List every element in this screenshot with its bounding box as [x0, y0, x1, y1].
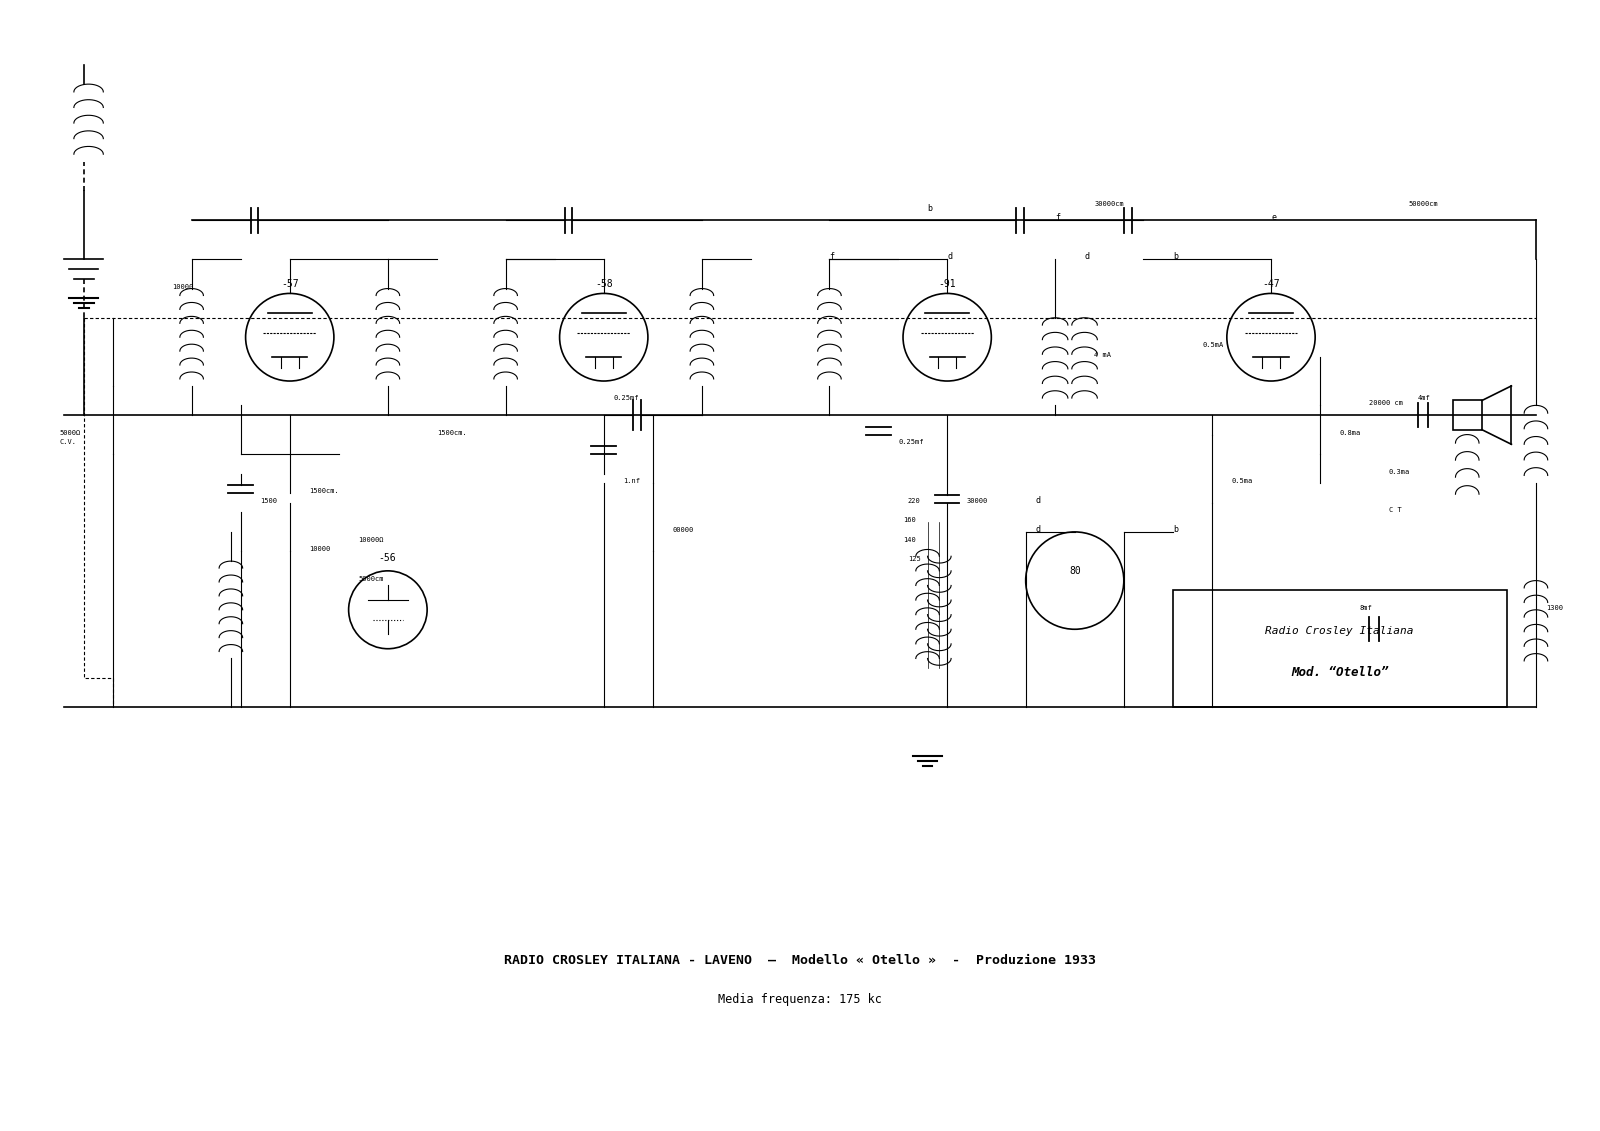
Text: C T: C T: [1389, 508, 1402, 513]
Text: 4mf: 4mf: [1418, 396, 1430, 402]
Text: 1500cm.: 1500cm.: [437, 430, 467, 435]
Text: d: d: [1035, 525, 1040, 534]
Text: 30000: 30000: [966, 498, 989, 503]
Text: 1300: 1300: [1546, 605, 1563, 611]
Bar: [1173, 590, 1507, 707]
Text: 1.nf: 1.nf: [624, 478, 640, 484]
Text: 220: 220: [907, 498, 920, 503]
Text: 10000: 10000: [173, 284, 194, 290]
Text: b: b: [1173, 252, 1178, 261]
Text: d: d: [1085, 252, 1090, 261]
Text: -58: -58: [595, 278, 613, 288]
Text: C.V.: C.V.: [59, 439, 77, 446]
Text: 0.25mf: 0.25mf: [898, 439, 923, 446]
Text: 10000Ω: 10000Ω: [358, 536, 384, 543]
Text: 00000: 00000: [672, 527, 694, 533]
Text: 50000cm: 50000cm: [1408, 201, 1438, 207]
Text: 5000cm: 5000cm: [358, 576, 384, 581]
Text: Mod. “Otello”: Mod. “Otello”: [1291, 666, 1389, 679]
Text: 80: 80: [1069, 566, 1080, 576]
Text: -47: -47: [1262, 278, 1280, 288]
Text: 30000cm: 30000cm: [1094, 201, 1125, 207]
Text: 1500: 1500: [261, 498, 277, 503]
Text: 0.8ma: 0.8ma: [1339, 430, 1362, 435]
Text: 140: 140: [902, 536, 915, 543]
Text: RADIO CROSLEY ITALIANA - LAVENO  —  Modello « Otello »  -  Produzione 1933: RADIO CROSLEY ITALIANA - LAVENO — Modell…: [504, 953, 1096, 967]
Text: 8mf: 8mf: [1360, 605, 1373, 611]
Text: b: b: [1173, 525, 1178, 534]
Text: 4 mA: 4 mA: [1094, 352, 1112, 357]
Text: e: e: [1270, 214, 1277, 223]
Text: 0.5ma: 0.5ma: [1232, 478, 1253, 484]
Text: b: b: [928, 204, 933, 213]
Text: 10000: 10000: [309, 546, 331, 552]
Text: 20000 cm: 20000 cm: [1370, 400, 1403, 406]
Text: f: f: [829, 252, 835, 261]
Bar: [1453, 400, 1482, 430]
Text: 0.25mf: 0.25mf: [613, 396, 638, 402]
Text: -57: -57: [282, 278, 299, 288]
Text: d: d: [1035, 495, 1040, 504]
Text: 5000Ω: 5000Ω: [59, 430, 80, 435]
Text: 0.3ma: 0.3ma: [1389, 468, 1410, 475]
Text: 0.5mA: 0.5mA: [1202, 342, 1224, 348]
Text: Media frequenza: 175 kc: Media frequenza: 175 kc: [718, 993, 882, 1005]
Text: -91: -91: [938, 278, 957, 288]
Text: 160: 160: [902, 517, 915, 524]
Text: 1500cm.: 1500cm.: [309, 487, 339, 494]
Text: -56: -56: [378, 553, 395, 563]
Text: f: f: [1054, 214, 1061, 223]
Text: Radio Crosley Italiana: Radio Crosley Italiana: [1266, 627, 1414, 637]
Text: d: d: [947, 252, 952, 261]
Text: 125: 125: [907, 556, 920, 562]
